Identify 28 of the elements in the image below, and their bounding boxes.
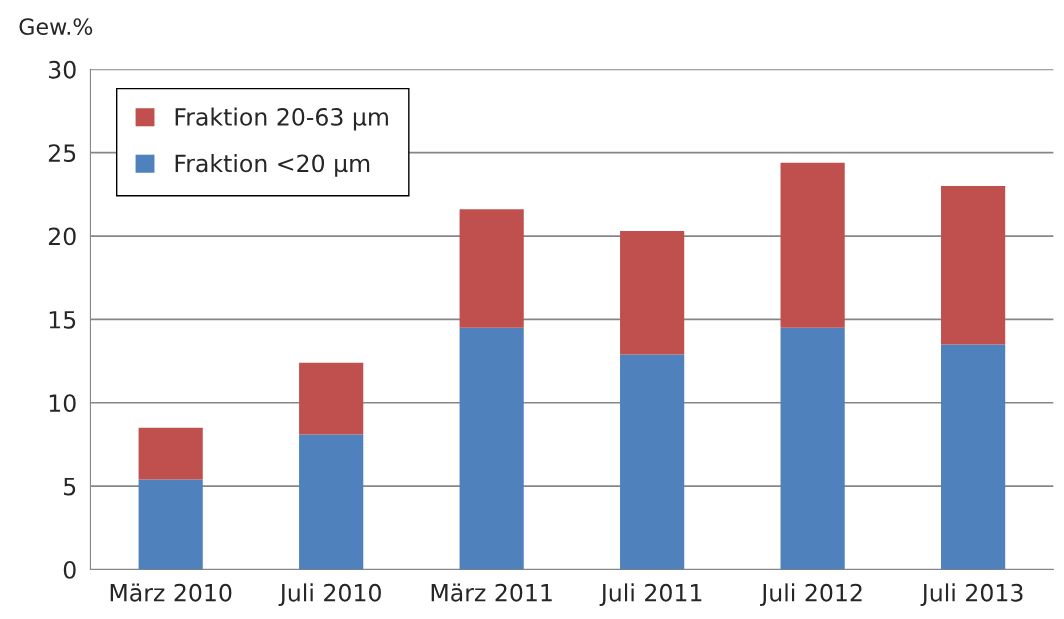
bar [459,327,524,570]
bar [459,209,524,328]
legend-label: Fraktion <20 µm [175,153,370,177]
x-tick-label: Juli 2013 [920,583,1023,607]
bar [620,231,685,355]
y-tick-label: 25 [48,144,76,162]
x-tick-label: Juli 2012 [760,583,862,607]
bar [299,434,364,570]
x-tick-label: März 2011 [431,583,552,602]
y-tick-label: 10 [49,394,76,413]
y-tick-label: 0 [63,560,76,579]
y-tick-label: 30 [49,60,76,79]
y-tick-label: 15 [49,311,76,329]
bar [780,162,845,328]
legend-label: Fraktion 20-63 µm [175,107,388,131]
bar [299,362,364,435]
y-tick-label: 5 [64,477,76,496]
bar [941,186,1006,345]
bar [941,344,1006,570]
bar [620,354,685,570]
x-tick-label: Juli 2010 [278,583,381,607]
bar [138,479,203,570]
bar [780,327,845,570]
y-axis-title: Gew.% [19,18,93,36]
x-tick-label: März 2010 [110,583,232,602]
y-tick-label: 20 [48,227,76,246]
bar [138,427,203,480]
x-tick-label: Juli 2011 [599,583,702,607]
